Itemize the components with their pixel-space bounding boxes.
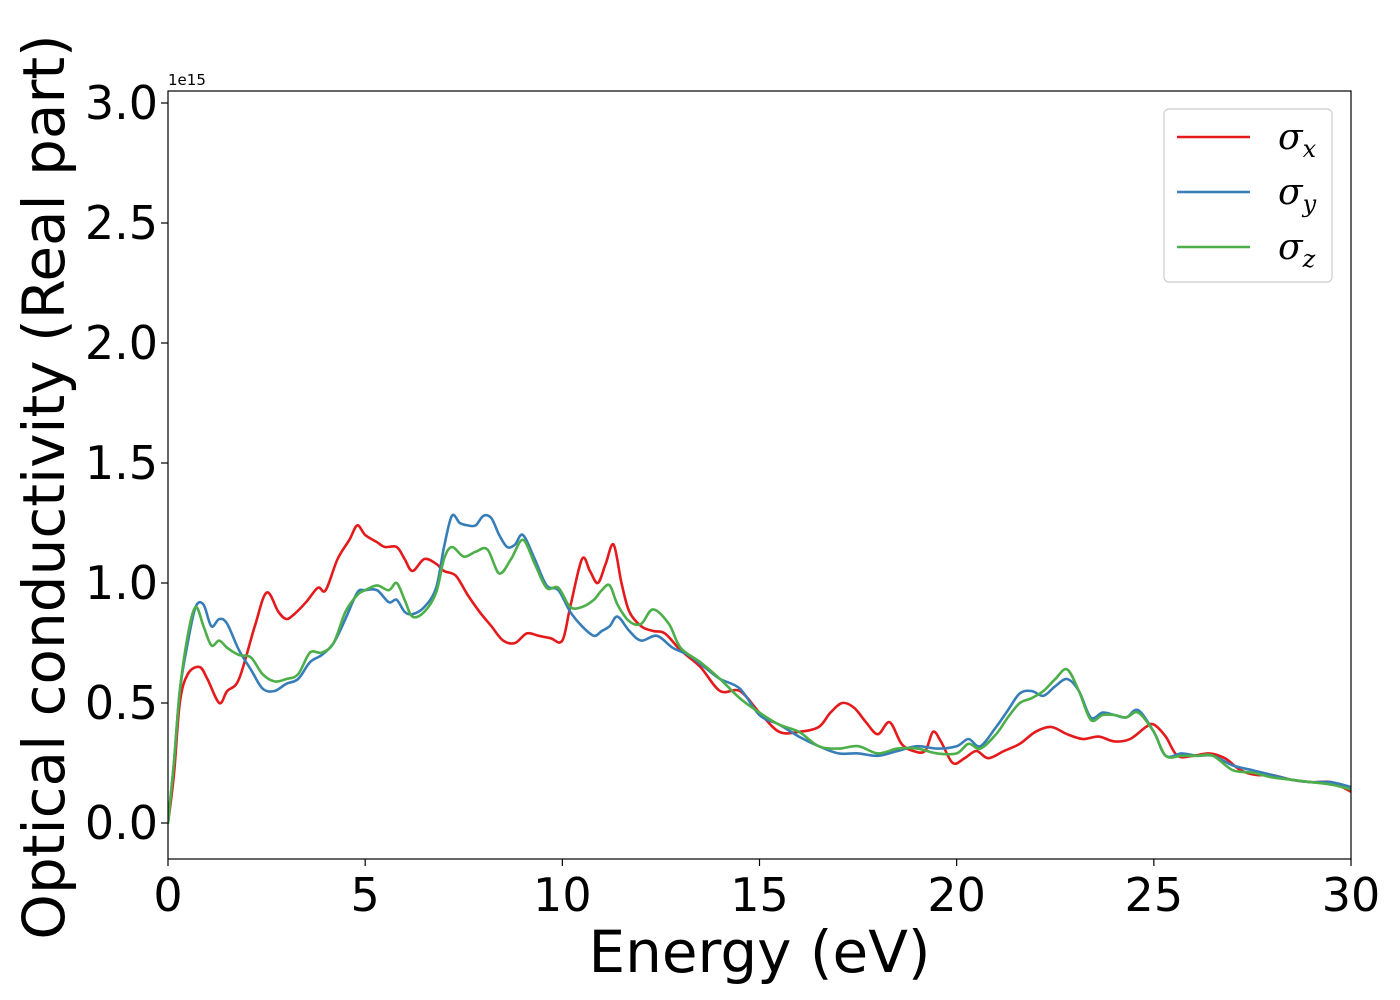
y-tick-label: 2.5 [85, 196, 158, 250]
x-tick-label: 0 [153, 868, 182, 922]
y-tick-label: 2.0 [85, 316, 158, 370]
series-line-sigma-y [168, 513, 1351, 825]
x-tick-label: 25 [1125, 868, 1184, 922]
legend: σx σy σz [1163, 108, 1333, 283]
y-tick-label: 3.0 [85, 76, 158, 130]
series-layer [168, 513, 1351, 825]
y-tick-label: 0.5 [85, 676, 158, 730]
y-tick-label: 0.0 [85, 796, 158, 850]
x-tick-label: 5 [351, 868, 380, 922]
x-tick-label: 15 [730, 868, 789, 922]
legend-label-sigma-x: σx [1278, 117, 1317, 163]
y-axis-label: Optical conductivity (Real part) [10, 34, 78, 939]
y-offset-label: 1e15 [168, 71, 206, 89]
series-line-sigma-z [168, 538, 1351, 825]
y-tick-label: 1.0 [85, 556, 158, 610]
legend-label-sigma-y: σy [1278, 172, 1317, 218]
x-tick-label: 10 [533, 868, 592, 922]
legend-box [1163, 108, 1333, 283]
legend-label-sigma-z: σz [1278, 227, 1316, 273]
ticks-layer: 0 5 10 15 20 25 30 0.0 0.5 1.0 1.5 2.0 2.5 3.0 [85, 76, 1380, 922]
x-axis-label: Energy (eV) [588, 918, 930, 986]
series-line-sigma-x [168, 524, 1351, 825]
y-tick-label: 1.5 [85, 436, 158, 490]
x-tick-label: 20 [927, 868, 986, 922]
x-tick-label: 30 [1322, 868, 1381, 922]
